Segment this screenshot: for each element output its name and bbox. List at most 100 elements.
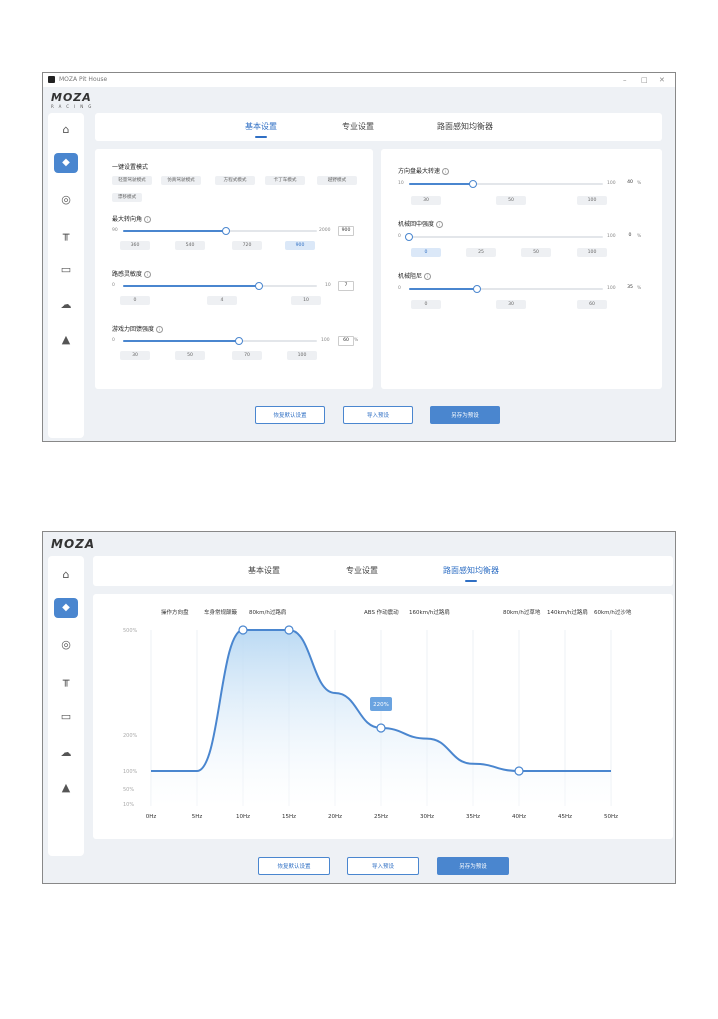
centering-slider[interactable] xyxy=(405,233,603,241)
slider-knob xyxy=(405,233,413,241)
import-preset-button[interactable]: 导入预设 xyxy=(347,857,419,875)
legend-item: 160km/h过路肩 xyxy=(409,610,450,616)
tab-road-eq[interactable]: 路面感知均衡器 xyxy=(443,566,499,582)
mode-button[interactable]: 卡丁车模式 xyxy=(265,176,305,185)
tab-basic-settings[interactable]: 基本设置 xyxy=(245,122,277,138)
preset-button[interactable]: 4 xyxy=(207,296,237,305)
home-icon[interactable]: ⌂ xyxy=(62,123,70,136)
legend-item: 140km/h过路肩 xyxy=(547,610,588,616)
preset-button[interactable]: 100 xyxy=(287,351,317,360)
max-speed-slider[interactable] xyxy=(409,180,603,188)
slider-knob xyxy=(221,227,230,235)
mode-button[interactable]: 轻量驾驶模式 xyxy=(112,176,152,185)
steering-wheel-icon[interactable]: ◎ xyxy=(61,638,71,651)
preset-button[interactable]: 25 xyxy=(466,248,496,257)
damping-slider[interactable] xyxy=(409,285,603,293)
ffb-strength-slider[interactable] xyxy=(123,337,317,345)
sensitivity-slider[interactable] xyxy=(123,282,317,290)
dashboard-icon[interactable]: ▭ xyxy=(60,263,72,276)
import-preset-button[interactable]: 导入预设 xyxy=(343,406,413,424)
legend-item: 操作方向盘 xyxy=(161,610,189,616)
steering-angle-label: 最大转向角 i xyxy=(112,214,152,223)
equalizer-chart[interactable]: 0Hz 5Hz 10Hz 15Hz 20Hz 25Hz 30Hz 35Hz 40Hz 45Hz 50… xyxy=(93,594,673,839)
preset-button[interactable]: 50 xyxy=(521,248,551,257)
preset-button[interactable]: 0 xyxy=(411,248,441,257)
preset-button[interactable]: 30 xyxy=(496,300,526,309)
eq-area-fill xyxy=(151,630,611,806)
sidebar: ⌂ ◆ ◎ ╥ ▭ ☁ ▲ xyxy=(48,113,84,438)
legend-item: 60km/h过沙地 xyxy=(594,610,632,616)
preset-button[interactable]: 720 xyxy=(232,241,262,250)
tab-basic-settings[interactable]: 基本设置 xyxy=(248,566,280,575)
wheelbase-icon[interactable]: ◆ xyxy=(54,598,78,618)
cloud-upload-icon[interactable]: ☁ xyxy=(60,298,72,311)
damping-value[interactable]: 35 xyxy=(627,285,633,290)
max-speed-label: 方向盘最大转速 i xyxy=(398,166,450,175)
steering-angle-slider[interactable] xyxy=(123,227,317,235)
y-tick-label: 50% xyxy=(123,787,134,793)
preset-button[interactable]: 50 xyxy=(175,351,205,360)
eq-handle xyxy=(238,625,248,635)
ffb-strength-value[interactable]: 60 xyxy=(338,336,354,346)
preset-button[interactable]: 30 xyxy=(411,196,441,205)
mode-button[interactable]: 方程式模式 xyxy=(215,176,255,185)
handbrake-icon[interactable]: ▲ xyxy=(61,781,71,794)
road-eq-screenshot: MOZA ⌂ ◆ ◎ ╥ ▭ ☁ ▲ 基本设置 专业设置 路面感知均衡器 操作方… xyxy=(42,531,676,884)
tab-bar: 基本设置 专业设置 路面感知均衡器 xyxy=(95,113,662,141)
preset-button[interactable]: 70 xyxy=(232,351,262,360)
maximize-button[interactable]: □ xyxy=(641,76,648,84)
save-preset-button[interactable]: 另存为预设 xyxy=(437,857,509,875)
mode-button[interactable]: 越野模式 xyxy=(317,176,357,185)
slider-max: 10 xyxy=(325,283,331,288)
preset-button[interactable]: 30 xyxy=(120,351,150,360)
mode-button[interactable]: 仿真驾驶模式 xyxy=(161,176,201,185)
preset-button[interactable]: 540 xyxy=(175,241,205,250)
preset-button[interactable]: 10 xyxy=(291,296,321,305)
unit-label: % xyxy=(637,286,642,291)
tab-pro-settings[interactable]: 专业设置 xyxy=(346,566,378,575)
preset-button[interactable]: 60 xyxy=(577,300,607,309)
pedals-icon[interactable]: ╥ xyxy=(62,228,70,241)
info-icon: i xyxy=(144,271,152,278)
save-preset-button[interactable]: 另存为预设 xyxy=(430,406,500,424)
legend-item: 80km/h过草地 xyxy=(503,610,541,616)
preset-button[interactable]: 100 xyxy=(577,196,607,205)
restore-defaults-button[interactable]: 恢复默认设置 xyxy=(258,857,330,875)
preset-button[interactable]: 0 xyxy=(120,296,150,305)
close-button[interactable]: ✕ xyxy=(659,76,665,84)
legend-item: 80km/h过路肩 xyxy=(249,610,287,616)
tab-road-eq[interactable]: 路面感知均衡器 xyxy=(437,122,493,131)
wheelbase-icon[interactable]: ◆ xyxy=(54,153,78,173)
slider-max: 100 xyxy=(321,338,330,343)
home-icon[interactable]: ⌂ xyxy=(62,568,70,581)
mode-button[interactable]: 漂移模式 xyxy=(112,193,142,202)
cloud-upload-icon[interactable]: ☁ xyxy=(60,746,72,759)
tab-pro-settings[interactable]: 专业设置 xyxy=(342,122,374,131)
preset-button[interactable]: 360 xyxy=(120,241,150,250)
steering-angle-value[interactable]: 900 xyxy=(338,226,354,236)
slider-min: 10 xyxy=(398,181,404,186)
restore-defaults-button[interactable]: 恢复默认设置 xyxy=(255,406,325,424)
preset-button[interactable]: 100 xyxy=(577,248,607,257)
sensitivity-value[interactable]: 7 xyxy=(338,281,354,291)
unit-label: % xyxy=(354,338,359,343)
preset-button[interactable]: 900 xyxy=(285,241,315,250)
steering-wheel-icon[interactable]: ◎ xyxy=(61,193,71,206)
centering-value[interactable]: 0 xyxy=(628,233,632,238)
dashboard-icon[interactable]: ▭ xyxy=(60,710,72,723)
preset-button[interactable]: 50 xyxy=(496,196,526,205)
x-tick-label: 35Hz xyxy=(466,814,480,820)
tooltip-box xyxy=(370,697,392,711)
x-tick-label: 40Hz xyxy=(512,814,526,820)
slider-max: 100 xyxy=(607,181,616,186)
legend-item: ABS 作动震动 xyxy=(364,610,399,616)
minimize-button[interactable]: – xyxy=(623,76,627,84)
x-tick-label: 0Hz xyxy=(146,814,157,820)
tab-bar: 基本设置 专业设置 路面感知均衡器 xyxy=(93,556,673,586)
handbrake-icon[interactable]: ▲ xyxy=(61,333,71,346)
preset-button[interactable]: 0 xyxy=(411,300,441,309)
pedals-icon[interactable]: ╥ xyxy=(62,674,70,687)
info-icon: i xyxy=(156,326,164,333)
max-speed-value[interactable]: 40 xyxy=(627,180,633,185)
info-icon: i xyxy=(436,221,444,228)
